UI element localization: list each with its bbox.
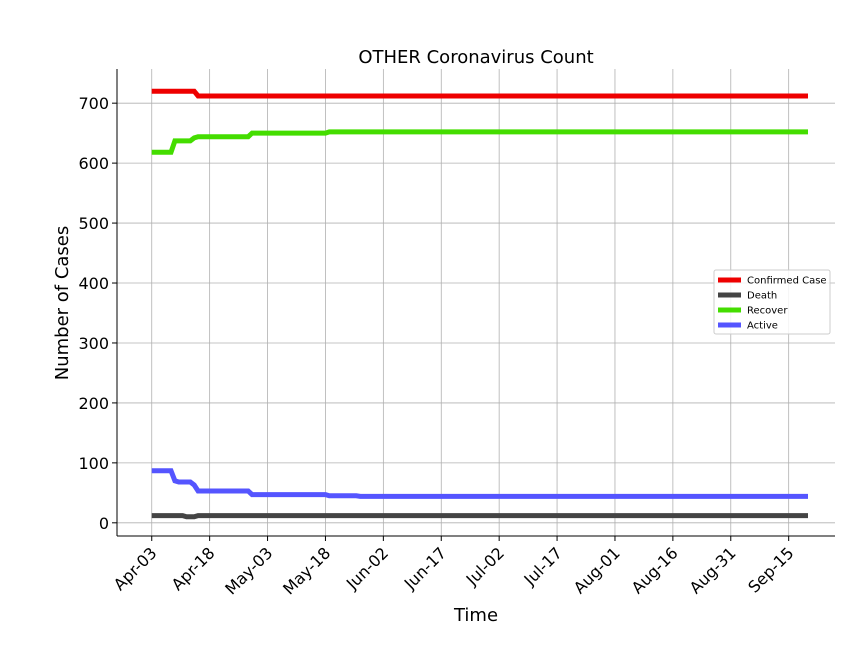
legend-label: Confirmed Case: [747, 276, 827, 287]
y-axis-title: Number of Cases: [52, 226, 73, 381]
series-lines: [151, 88, 808, 520]
y-tick-label: 700: [78, 94, 109, 113]
y-tick-label: 400: [78, 274, 109, 293]
y-tick-label: 0: [99, 514, 109, 533]
x-tick-label: Aug-01: [570, 543, 624, 597]
x-tick-label: Aug-31: [686, 543, 740, 597]
legend-label: Active: [747, 321, 778, 332]
x-tick-label: Jun-02: [342, 543, 392, 593]
series-line-confirmed-case: [151, 88, 808, 99]
series-line-recover: [151, 129, 808, 155]
y-tick-label: 500: [78, 214, 109, 233]
y-tick-label: 300: [78, 334, 109, 353]
x-tick-label: May-18: [279, 543, 334, 598]
x-tick-label: Sep-15: [744, 543, 797, 596]
grid-lines: [117, 69, 835, 536]
x-tick-label: Jun-17: [400, 543, 450, 593]
series-line-active: [151, 468, 808, 499]
y-tick-label: 200: [78, 394, 109, 413]
legend-label: Death: [747, 291, 777, 302]
x-tick-label: Jul-17: [520, 543, 566, 589]
x-tick-label: Jul-02: [462, 543, 508, 589]
x-tick-label: Apr-03: [110, 543, 161, 594]
axes: [116, 69, 835, 537]
chart-title: OTHER Coronavirus Count: [358, 47, 593, 68]
legend-box: [713, 269, 831, 335]
x-tick-label: Apr-18: [168, 543, 219, 594]
y-tick-label: 100: [78, 454, 109, 473]
x-axis-title: Time: [453, 605, 498, 626]
x-tick-label: Aug-16: [628, 543, 682, 597]
y-tick-label: 600: [78, 154, 109, 173]
legend-label: Recover: [747, 306, 788, 317]
legend: Confirmed Case Death Recover Active: [713, 269, 831, 335]
x-tick-label: May-03: [221, 543, 276, 598]
series-line-death: [151, 513, 808, 520]
